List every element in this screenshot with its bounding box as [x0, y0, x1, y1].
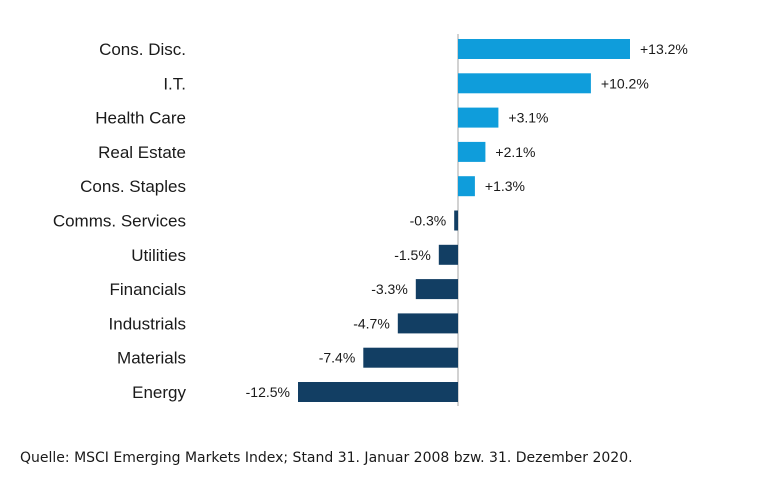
category-label: I.T. [163, 74, 186, 93]
category-label: Health Care [95, 109, 186, 128]
bar [363, 347, 458, 368]
category-label: Industrials [109, 314, 186, 333]
bar [438, 244, 458, 265]
value-label: -7.4% [319, 350, 356, 366]
category-label: Utilities [131, 246, 186, 265]
value-label: +3.1% [508, 110, 548, 126]
value-label: +10.2% [601, 75, 649, 91]
value-label: +1.3% [485, 178, 525, 194]
value-label: +13.2% [640, 41, 688, 57]
value-label: -0.3% [410, 213, 447, 229]
category-label: Materials [117, 349, 186, 368]
bar-chart: Cons. Disc. +13.2% I.T. +10.2% Health Care +3… [53, 34, 688, 406]
value-label: -3.3% [371, 281, 408, 297]
bar [454, 210, 458, 231]
category-label: Cons. Staples [80, 177, 186, 196]
bar [415, 279, 458, 300]
value-label: -12.5% [246, 384, 290, 400]
category-label: Cons. Disc. [99, 40, 186, 59]
chart-area: Cons. Disc. +13.2% I.T. +10.2% Health Care +3… [53, 34, 688, 406]
category-label: Energy [132, 383, 186, 402]
category-label: Financials [109, 280, 186, 299]
bar [298, 382, 458, 402]
category-label: Comms. Services [53, 212, 186, 231]
bar [458, 107, 499, 128]
value-label: -1.5% [394, 247, 431, 263]
bar [458, 141, 486, 162]
bar [397, 313, 458, 334]
bar [458, 176, 475, 197]
source-note: Quelle: MSCI Emerging Markets Index; Sta… [20, 450, 633, 466]
bar [458, 39, 630, 59]
value-label: +2.1% [495, 144, 535, 160]
bar [458, 73, 591, 94]
category-label: Real Estate [98, 143, 186, 162]
value-label: -4.7% [353, 315, 390, 331]
